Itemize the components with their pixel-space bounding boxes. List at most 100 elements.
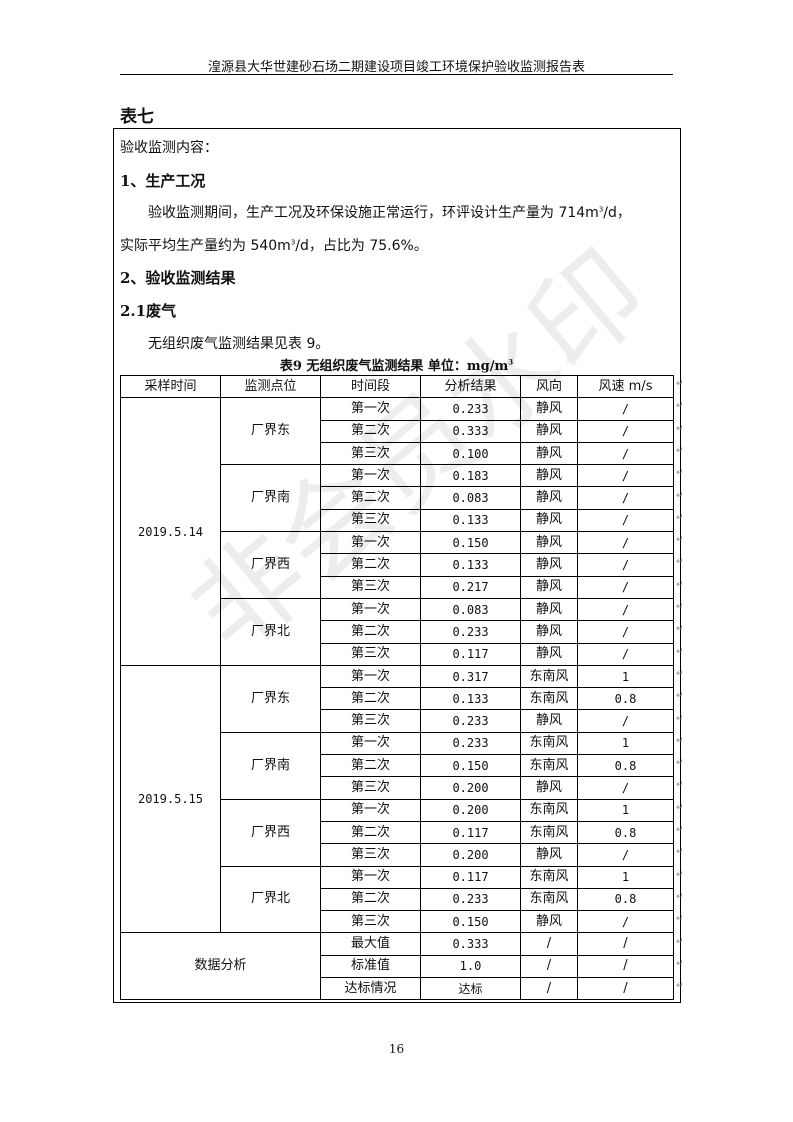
wind-direction-cell: 静风 <box>520 419 578 443</box>
heading-results: 2、验收监测结果 <box>120 269 236 287</box>
p2-sup: 3 <box>290 238 296 247</box>
period-cell: 第一次 <box>320 531 421 555</box>
sampling-date-cell: 2019.5.15 <box>120 664 221 934</box>
paragraph-mark-icon: ↵ <box>676 936 684 947</box>
wind-speed-cell: 0.8 <box>577 687 674 711</box>
period-cell: 第二次 <box>320 887 421 912</box>
caption-text: 表9 无组织废气监测结果 单位：mg/m <box>279 359 509 374</box>
result-cell: 0.233 <box>420 397 521 421</box>
heading-waste-gas: 2.1废气 <box>120 302 177 320</box>
wind-direction-cell: 静风 <box>520 441 578 466</box>
wind-speed-cell: 1 <box>577 798 674 822</box>
wind-direction-cell: 东南风 <box>520 731 578 756</box>
result-cell: 0.317 <box>420 664 521 689</box>
column-header: 风速 m/s <box>577 374 674 399</box>
wind-speed-cell: / <box>577 575 674 599</box>
result-cell: 0.200 <box>420 798 521 822</box>
table-row: 数据分析 最大值 0.333// <box>120 932 674 1001</box>
paragraph-mark-icon: ↵ <box>676 825 684 835</box>
wind-direction-cell: 静风 <box>520 508 578 533</box>
result-cell: 0.133 <box>420 508 521 533</box>
site-cell: 厂界北 <box>220 865 321 934</box>
wind-direction-cell: 东南风 <box>520 887 578 912</box>
period-cell: 第三次 <box>320 508 421 533</box>
wind-speed-cell: / <box>577 977 674 1001</box>
wind-speed-cell: 0.8 <box>577 887 674 912</box>
wind-speed-cell: / <box>577 932 674 956</box>
period-cell: 第二次 <box>320 754 421 778</box>
paragraph-mark-icon: ↵ <box>676 602 684 612</box>
column-header: 分析结果 <box>420 374 521 399</box>
period-cell: 第三次 <box>320 776 421 800</box>
period-cell: 第一次 <box>320 865 421 889</box>
wind-speed-cell: / <box>577 553 674 577</box>
result-cell: 0.233 <box>420 620 521 644</box>
paragraph-mark-icon: ↵ <box>676 579 684 590</box>
site-cell: 厂界西 <box>220 531 321 599</box>
paragraph-mark-icon: ↵ <box>676 958 684 969</box>
table-row: 第三次 0.117 静风 / <box>121 642 674 666</box>
intro-text: 验收监测内容： <box>120 140 218 156</box>
sampling-date-cell: 2019.5.14 <box>120 397 221 666</box>
column-header: 采样时间 <box>120 374 221 399</box>
wind-direction-cell: 东南风 <box>520 865 578 889</box>
result-cell: 0.133 <box>420 553 521 577</box>
table-row: 达标情况 达标 / / <box>121 977 674 1001</box>
result-cell: 0.150 <box>420 531 521 555</box>
period-cell: 第一次 <box>320 731 421 756</box>
wind-speed-cell: 1 <box>577 731 674 756</box>
period-cell: 第一次 <box>320 798 421 822</box>
table-row: 厂界西 第一次 0.200 东南风 1 <box>121 798 674 867</box>
wind-direction-cell: 静风 <box>520 575 578 599</box>
paragraph-mark-icon: ↵ <box>676 802 684 813</box>
paragraph-production-1: 验收监测期间，生产工况及环保设施正常运行，环评设计生产量为 714m3/d， <box>148 202 631 222</box>
result-cell: 0.233 <box>420 709 521 733</box>
wind-speed-cell: / <box>577 486 674 510</box>
table-row: 第三次 0.217 静风 / <box>121 575 674 599</box>
wind-speed-cell: / <box>577 397 674 421</box>
paragraph-mark-icon: ↵ <box>676 401 684 412</box>
wind-speed-cell: / <box>577 464 674 488</box>
paragraph-mark-icon: ↵ <box>676 490 684 501</box>
paragraph-mark-icon: ↵ <box>676 691 684 702</box>
site-cell: 厂界东 <box>220 397 321 466</box>
table-row: 厂界南 第一次 0.183 静风 / <box>121 464 674 533</box>
paragraph-mark-icon: ↵ <box>676 557 684 568</box>
paragraph-mark-icon: ↵ <box>676 512 684 523</box>
wind-direction-cell: 静风 <box>520 642 578 666</box>
period-cell: 第二次 <box>320 486 421 510</box>
table-row: 第三次 0.233 静风 / <box>121 709 674 733</box>
paragraph-mark-icon: ↵ <box>676 847 684 858</box>
value-cell: 1.0 <box>420 954 521 979</box>
wind-direction-cell: / <box>520 954 578 979</box>
heading-production: 1、生产工况 <box>120 172 206 190</box>
paragraph-production-2: 实际平均生产量约为 540m3/d，占比为 75.6%。 <box>120 235 428 255</box>
period-cell: 第一次 <box>320 664 421 689</box>
table-row: 第二次 0.133 东南风 0.8 <box>121 687 674 711</box>
site-cell: 厂界西 <box>220 798 321 867</box>
wind-direction-cell: 静风 <box>520 486 578 510</box>
table-row: 标准值 1.0// <box>121 954 674 979</box>
value-cell: 达标 <box>420 977 521 1001</box>
wind-direction-cell: / <box>520 932 578 956</box>
column-header: 监测点位 <box>220 374 321 399</box>
period-cell: 第三次 <box>320 843 421 867</box>
site-cell: 厂界东 <box>220 664 321 733</box>
p1-sup: 3 <box>598 205 604 214</box>
period-cell: 第三次 <box>320 575 421 599</box>
wind-speed-cell: / <box>577 776 674 800</box>
analysis-label-cell: 数据分析 <box>120 932 321 1001</box>
result-cell: 0.200 <box>420 843 521 867</box>
table-row: 厂界南 第一次 0.233 东南风 1 <box>121 731 674 800</box>
table-row: 第三次 0.100 静风 / <box>121 441 674 466</box>
metric-cell: 最大值 <box>320 932 421 956</box>
paragraph-mark-icon: ↵ <box>676 780 684 791</box>
wind-direction-cell: 静风 <box>520 709 578 733</box>
column-header: 时间段 <box>320 374 421 399</box>
value-cell: 0.333 <box>420 932 521 956</box>
table-row: 第三次 0.200 静风 / <box>121 843 674 867</box>
period-cell: 第二次 <box>320 687 421 711</box>
result-cell: 0.333 <box>420 419 521 443</box>
column-header: 风向 <box>520 374 578 399</box>
result-cell: 0.083 <box>420 597 521 622</box>
